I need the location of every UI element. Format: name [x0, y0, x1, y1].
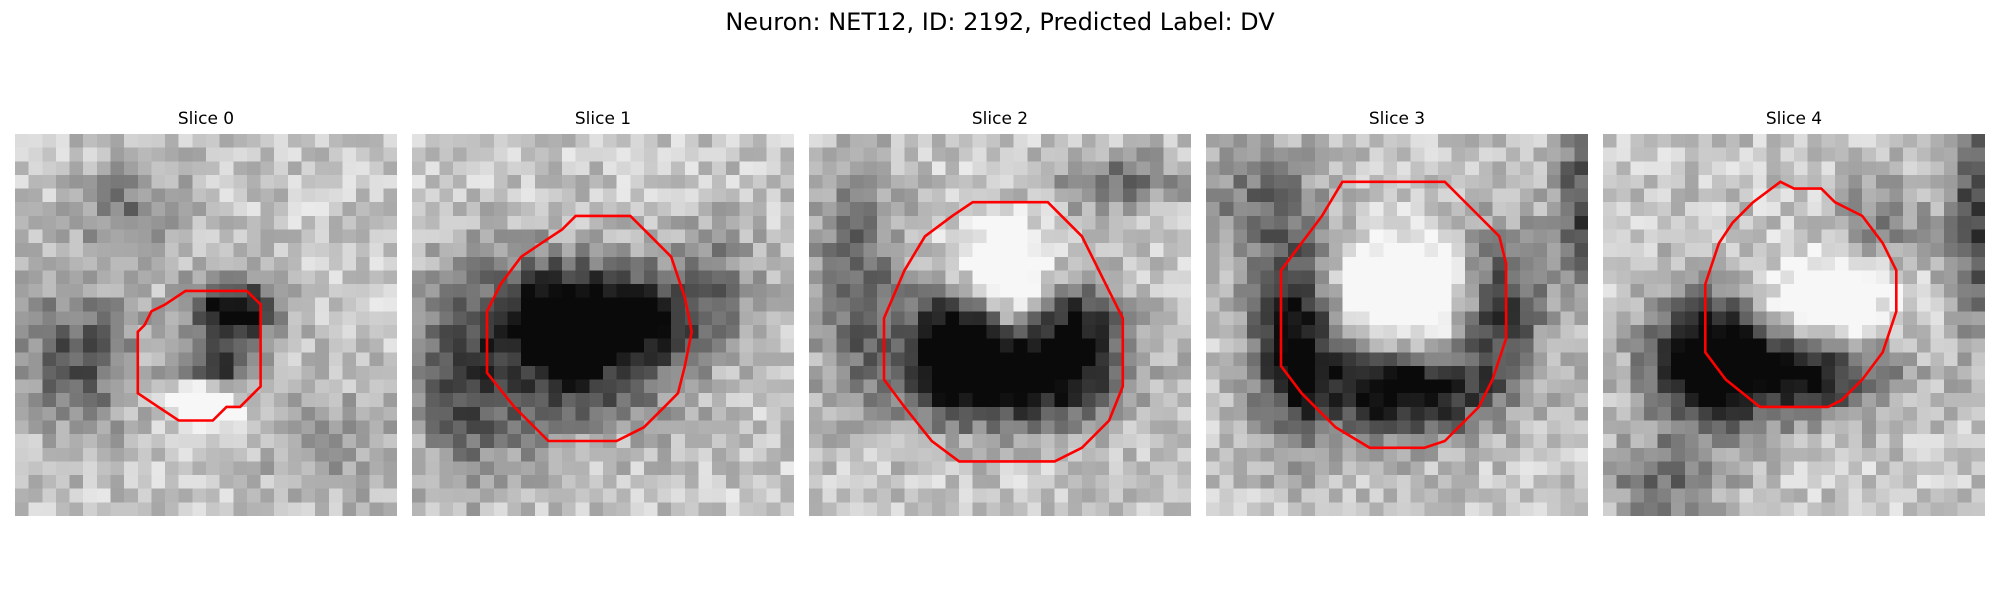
slice-0-roi-contour	[136, 289, 262, 422]
slice-1-image	[412, 134, 794, 516]
slice-3-roi-contour	[1279, 180, 1508, 450]
slice-0-micrograph	[15, 134, 397, 516]
slice-3-title: Slice 3	[1368, 109, 1426, 129]
slice-panel-2: Slice 2	[809, 108, 1191, 516]
slice-panel-0: Slice 0	[15, 108, 397, 516]
slice-4-image	[1603, 134, 1985, 516]
slice-4-title: Slice 4	[1765, 109, 1823, 129]
slice-2-micrograph	[809, 134, 1191, 516]
slice-2-roi-contour	[882, 200, 1125, 463]
slice-1-roi-contour	[485, 214, 694, 443]
slice-1-title: Slice 1	[574, 109, 632, 129]
slice-0-image	[15, 134, 397, 516]
slice-4-micrograph	[1603, 134, 1985, 516]
slice-4-roi-contour	[1704, 180, 1898, 409]
slice-2-image	[809, 134, 1191, 516]
slice-0-title: Slice 0	[177, 109, 235, 129]
slice-panel-1: Slice 1	[412, 108, 794, 516]
slice-panel-3: Slice 3	[1206, 108, 1588, 516]
slice-panel-4: Slice 4	[1603, 108, 1985, 516]
figure-title: Neuron: NET12, ID: 2192, Predicted Label…	[725, 8, 1275, 36]
slice-3-micrograph	[1206, 134, 1588, 516]
slice-1-micrograph	[412, 134, 794, 516]
slice-3-image	[1206, 134, 1588, 516]
slice-2-title: Slice 2	[971, 109, 1029, 129]
